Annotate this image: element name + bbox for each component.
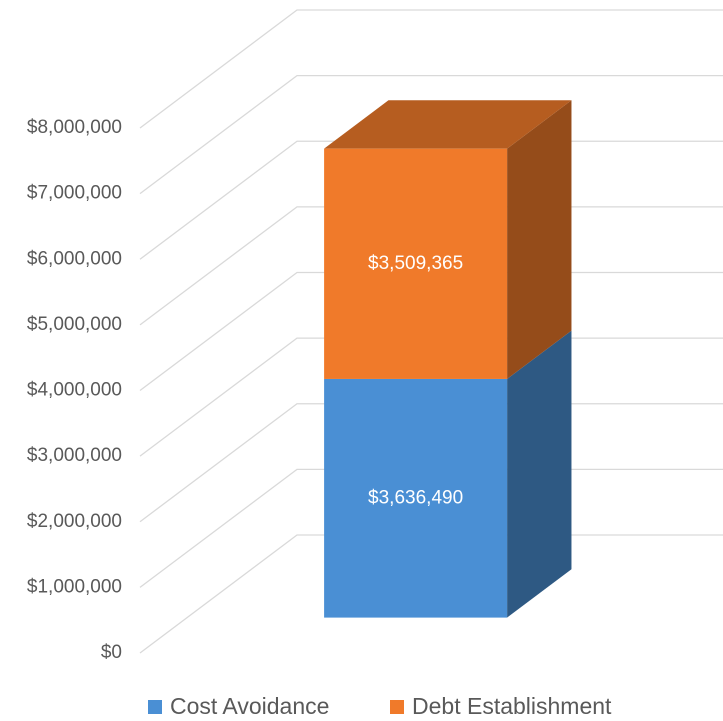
- y-tick-label: $1,000,000: [27, 576, 122, 597]
- y-tick-label: $2,000,000: [27, 511, 122, 532]
- grid-line: [139, 140, 723, 260]
- bar-top: [324, 100, 572, 149]
- legend-label: Cost Avoidance: [170, 693, 329, 719]
- y-tick-label: $5,000,000: [27, 314, 122, 335]
- y-tick-label: $7,000,000: [27, 183, 122, 204]
- bar-side: [507, 330, 572, 618]
- y-tick-label: $0: [101, 642, 122, 663]
- legend-swatch: [390, 700, 404, 714]
- y-tick-label: $6,000,000: [27, 248, 122, 269]
- grid-line: [139, 9, 723, 129]
- data-label: $3,636,490: [368, 487, 463, 508]
- data-label: $3,509,365: [368, 253, 463, 274]
- legend-swatch: [148, 700, 162, 714]
- grid-line: [139, 271, 723, 392]
- grid-line: [139, 74, 723, 195]
- bar: [324, 148, 508, 379]
- y-tick-label: $4,000,000: [27, 380, 122, 401]
- bar: [324, 378, 508, 618]
- grid-line: [139, 403, 723, 523]
- grid-line: [139, 534, 723, 654]
- grid-line: [139, 337, 723, 457]
- grid-line: [139, 206, 723, 326]
- bar-side: [507, 100, 572, 379]
- legend-label: Debt Establishment: [412, 693, 612, 719]
- grid-line: [139, 468, 723, 588]
- y-tick-label: $3,000,000: [27, 445, 122, 466]
- y-tick-label: $8,000,000: [27, 117, 122, 138]
